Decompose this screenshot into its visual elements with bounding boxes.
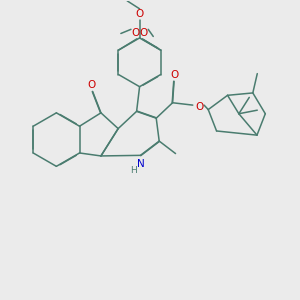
Text: O: O bbox=[87, 80, 95, 90]
Text: O: O bbox=[132, 28, 140, 38]
Text: O: O bbox=[195, 102, 203, 112]
Text: O: O bbox=[170, 70, 178, 80]
Text: O: O bbox=[136, 9, 144, 19]
Text: N: N bbox=[137, 159, 145, 169]
Text: H: H bbox=[130, 166, 137, 175]
Text: O: O bbox=[139, 28, 148, 38]
